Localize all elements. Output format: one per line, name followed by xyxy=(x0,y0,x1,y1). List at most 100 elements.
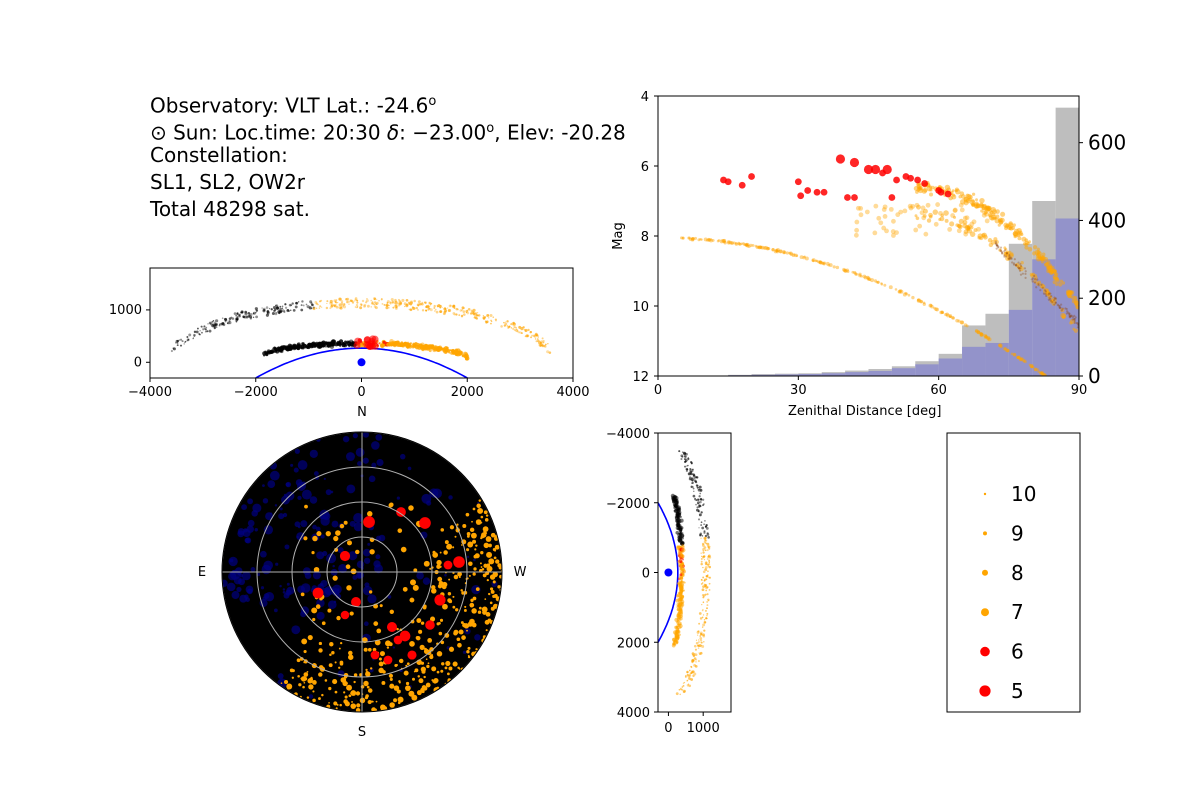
mag-point-mid xyxy=(935,202,941,207)
mag-point-lower-shell xyxy=(919,300,923,304)
satellite-point xyxy=(311,303,314,307)
satellite-point xyxy=(706,533,710,536)
satellite-point xyxy=(450,349,453,352)
sky-point-lit xyxy=(448,646,455,652)
mag-point-lower-shell xyxy=(934,307,938,312)
histogram-bar-lit xyxy=(845,372,869,376)
mag-point-shadow-edge xyxy=(1040,283,1043,286)
satellite-point xyxy=(700,562,703,566)
sky-point-lit xyxy=(447,592,452,596)
sky-point-lit xyxy=(444,666,448,670)
satellite-point xyxy=(389,302,392,305)
mag-point-lower-shell xyxy=(876,280,880,284)
satellite-point xyxy=(365,301,368,304)
mag-point-lower-shell xyxy=(987,337,992,342)
satellite-point xyxy=(427,308,430,311)
satellite-point xyxy=(425,305,429,309)
satellite-point xyxy=(228,317,232,320)
satellite-point xyxy=(504,321,507,323)
mag-point-lower-shell xyxy=(843,268,848,273)
mag-point-mid xyxy=(907,203,913,209)
satellite-point xyxy=(310,342,313,346)
satellite-point xyxy=(703,523,705,526)
satellite-point xyxy=(674,633,679,638)
sky-point-lit xyxy=(440,669,444,673)
mag-point-lower-shell xyxy=(941,311,945,315)
sky-point-lit xyxy=(472,572,476,576)
mag-point-lower-shell xyxy=(1033,367,1038,371)
satellite-point xyxy=(294,305,298,309)
satellite-point xyxy=(486,313,490,317)
mag-point-mid xyxy=(894,230,899,235)
satellite-point xyxy=(410,308,412,311)
sky-point-lit xyxy=(399,658,404,664)
satellite-point xyxy=(318,307,321,309)
mag-point-lower-shell xyxy=(691,237,695,241)
side-view-vertical-xtick-label: 1000 xyxy=(687,721,720,736)
satellite-point xyxy=(429,308,433,312)
sky-point-mid xyxy=(319,597,323,601)
satellite-point xyxy=(332,344,335,347)
mag-ytick-label: 10 xyxy=(632,300,649,315)
sky-map-points xyxy=(222,432,502,712)
mag-point-shadow-edge xyxy=(1017,261,1020,264)
satellite-point xyxy=(204,328,207,331)
mag-point-lower-shell xyxy=(1037,370,1041,374)
satellite-point xyxy=(383,303,386,306)
sky-point-lit xyxy=(490,606,495,611)
mag-point-upper-shell xyxy=(922,213,927,218)
mag-point-shadow-edge xyxy=(1001,251,1004,255)
mag-point-upper-shell xyxy=(968,197,972,202)
satellite-point xyxy=(707,555,710,558)
sky-point-lit xyxy=(448,599,453,604)
satellite-point xyxy=(326,300,329,303)
sky-point-lit xyxy=(465,512,470,517)
mag-point-shadow-edge xyxy=(1008,254,1011,257)
sky-label-north: N xyxy=(357,405,367,420)
satellite-point xyxy=(462,313,466,316)
satellite-point xyxy=(419,345,422,348)
sky-point-lit xyxy=(468,561,473,567)
sky-point-mid xyxy=(301,638,308,645)
satellite-point xyxy=(281,305,284,308)
satellite-point xyxy=(677,537,683,543)
sky-point-shadowed xyxy=(357,461,362,466)
satellite-point xyxy=(312,307,316,311)
mag-point-upper-shell xyxy=(932,209,939,215)
satellite-point xyxy=(678,526,683,530)
sky-point-lit xyxy=(483,530,486,533)
mag-point-bright xyxy=(944,190,952,198)
satellite-point xyxy=(538,341,542,345)
satellite-point xyxy=(679,577,684,581)
satellite-point xyxy=(697,659,700,663)
sky-point-lit xyxy=(360,684,365,689)
sky-point-lit xyxy=(462,523,467,528)
satellite-point xyxy=(678,586,681,590)
mag-point-bright xyxy=(748,173,755,180)
satellite-point xyxy=(706,601,708,603)
sky-point-mid xyxy=(339,523,345,529)
mag-point-upper-shell xyxy=(952,215,957,219)
side-view-horizontal-xtick-label: 2000 xyxy=(451,385,484,400)
mag-point-lower-shell xyxy=(1006,348,1010,353)
satellite-point xyxy=(427,304,430,307)
sky-point-shadowed xyxy=(245,597,250,602)
sky-point-lit xyxy=(472,507,476,511)
mag-point-mid xyxy=(891,218,896,224)
mag-point-lower-shell xyxy=(832,265,836,269)
satellite-point xyxy=(409,301,413,305)
sky-point-lit xyxy=(386,646,390,649)
mag-point-upper-shell xyxy=(979,197,985,204)
satellite-point xyxy=(703,619,706,621)
sky-point-bright xyxy=(339,550,351,562)
satellite-point xyxy=(529,331,532,334)
satellite-point xyxy=(421,301,424,304)
mag-point-shadow-edge xyxy=(1076,326,1079,329)
satellite-point xyxy=(329,307,332,310)
mag-point-upper-shell xyxy=(922,187,928,193)
sky-point-lit xyxy=(489,587,494,591)
sky-point-lit xyxy=(280,682,283,684)
sky-point-shadowed xyxy=(260,550,267,558)
satellite-point xyxy=(695,503,697,506)
satellite-point xyxy=(675,530,680,535)
